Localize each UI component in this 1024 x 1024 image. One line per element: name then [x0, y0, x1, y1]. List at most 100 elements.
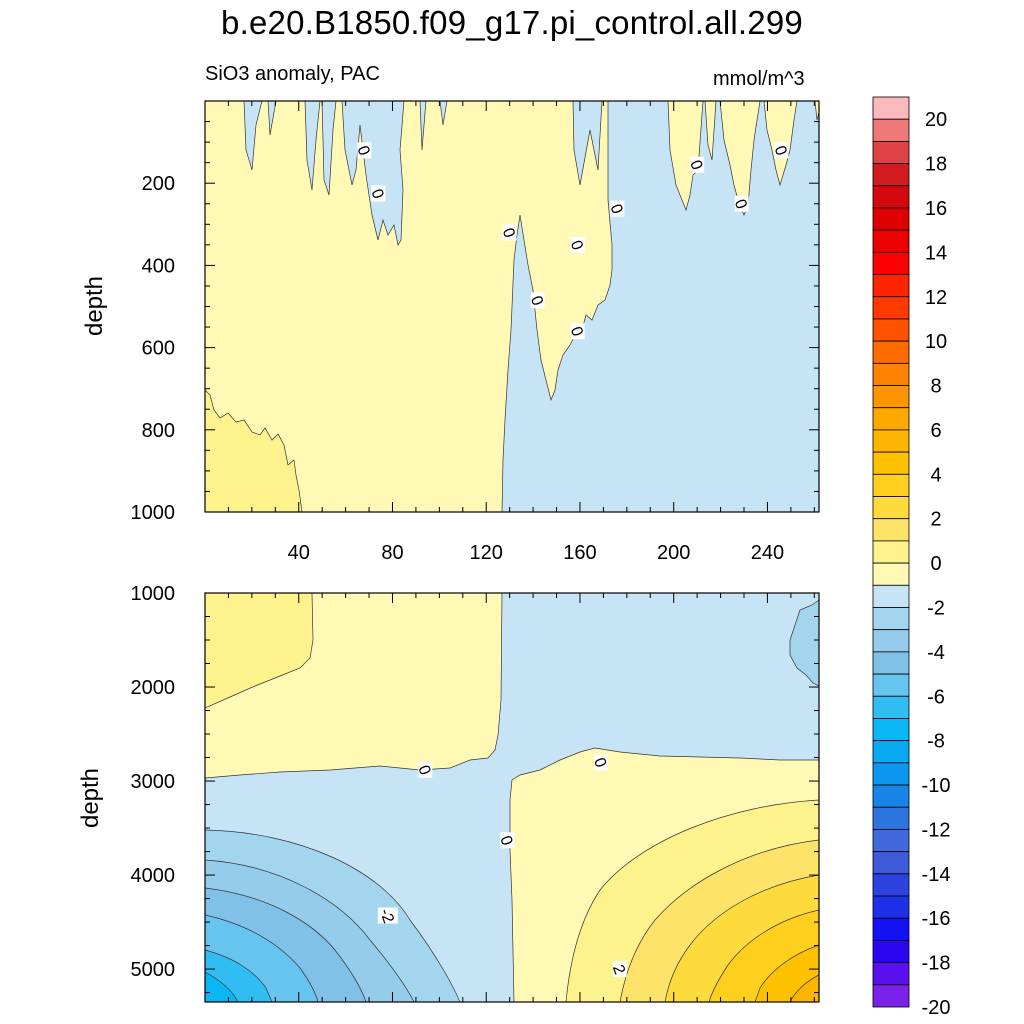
- colorbar-tick-label: 8: [930, 376, 941, 398]
- top-contour-label-bg: [371, 185, 386, 202]
- top-blue-intrusion-f: [419, 101, 427, 151]
- colorbar-swatch: [872, 962, 910, 986]
- colorbar-swatch: [872, 318, 910, 342]
- colorbar-swatch: [872, 584, 910, 608]
- colorbar-swatch: [872, 96, 910, 120]
- top-contour-label-bg: [774, 142, 789, 159]
- bottom-axis-tick-labels: 1000 2000 3000 4000 5000: [131, 583, 176, 981]
- colorbar-swatch: [872, 917, 910, 941]
- top-contour-label-bg: [502, 224, 517, 241]
- colorbar-swatch: [872, 140, 910, 164]
- top-contour-label-bg: [690, 156, 705, 173]
- bottom-ytick-label: 5000: [131, 959, 176, 981]
- colorbar-tick-label: 14: [925, 242, 947, 264]
- top-yellow-finger-b: [704, 101, 717, 161]
- bottom-ytick-label: 4000: [131, 865, 176, 887]
- colorbar-swatch: [872, 407, 910, 431]
- colorbar-tick-label: 20: [925, 109, 947, 131]
- colorbar-tick-label: -20: [922, 997, 951, 1019]
- bottom-contour-labels: 000-22: [376, 754, 628, 978]
- colorbar-swatch: [872, 540, 910, 564]
- colorbar-swatch: [872, 118, 910, 142]
- colorbar-swatch: [872, 496, 910, 520]
- colorbar-tick-label: -16: [922, 908, 951, 930]
- colorbar-tick-label: -6: [927, 686, 945, 708]
- colorbar-swatch: [872, 362, 910, 386]
- top-ylabel: depth: [81, 276, 108, 336]
- bottom-contour-label-bg: [377, 907, 398, 924]
- colorbar-swatch: [872, 695, 910, 719]
- colorbar-swatch: [872, 274, 910, 298]
- colorbar-tick-label: -14: [922, 864, 951, 886]
- colorbar-tick-label: 10: [925, 331, 947, 353]
- colorbar-swatch: [872, 385, 910, 409]
- colorbar-labels: 20181614121086420-2-4-6-8-10-12-14-16-18…: [922, 109, 951, 1019]
- top-contour-label-bg: [734, 195, 749, 212]
- colorbar-tick-label: -4: [927, 642, 945, 664]
- colorbar-swatch: [872, 673, 910, 697]
- bottom-panel: 000-22 1000 2000 3000 4000 5000 depth: [77, 583, 820, 1003]
- bottom-frame: [204, 592, 820, 1003]
- top-ytick-label: 1000: [131, 502, 176, 524]
- bottom-contour-label-bg: [612, 961, 627, 978]
- colorbar-swatch: [872, 562, 910, 586]
- top-xtick-label: 120: [470, 542, 503, 564]
- bottom-ytick-label: 3000: [131, 771, 176, 793]
- colorbar-tick-label: -12: [922, 819, 951, 841]
- colorbar-swatch: [872, 251, 910, 275]
- colorbar-tick-label: 18: [925, 154, 947, 176]
- top-blue-intrusion-d: [321, 101, 337, 196]
- colorbar-swatch: [872, 873, 910, 897]
- top-blue-intrusion-c: [304, 101, 321, 191]
- colorbar-swatch: [872, 340, 910, 364]
- top-yellow-finger-a: [667, 101, 704, 212]
- top-ytick-label: 600: [142, 338, 175, 360]
- top-blue-intrusion-a: [243, 101, 263, 171]
- variable-subtitle: SiO3 anomaly, PAC: [205, 63, 380, 85]
- bottom-ylabel: depth: [77, 768, 104, 828]
- colorbar-tick-label: -18: [922, 953, 951, 975]
- top-xtick-label: 160: [563, 542, 596, 564]
- colorbar-swatch: [872, 229, 910, 253]
- top-ytick-label: 200: [142, 173, 175, 195]
- colorbar-swatch: [872, 629, 910, 653]
- colorbar-tick-label: 6: [930, 420, 941, 442]
- colorbar-swatch: [872, 607, 910, 631]
- top-yellow-finger-c: [719, 101, 761, 216]
- top-xtick-label: 40: [288, 542, 310, 564]
- bottom-ytick-label: 2000: [131, 677, 176, 699]
- colorbar-swatch: [872, 718, 910, 742]
- colorbar-swatch: [872, 518, 910, 542]
- bottom-region-yellow-medium-ul: [205, 593, 314, 709]
- colorbar-swatch: [872, 940, 910, 964]
- colorbar-swatch: [872, 429, 910, 453]
- colorbar: [872, 96, 910, 1008]
- colorbar-swatch: [872, 740, 910, 764]
- top-xtick-label: 200: [657, 542, 690, 564]
- colorbar-tick-label: 0: [930, 553, 941, 575]
- top-blue-intrusion-b: [267, 101, 277, 136]
- top-blue-intrusion-e: [341, 101, 405, 246]
- top-xtick-label: 240: [751, 542, 784, 564]
- bottom-contour-label-bg: [418, 761, 433, 778]
- colorbar-swatch: [872, 207, 910, 231]
- colorbar-tick-label: 16: [925, 198, 947, 220]
- top-region-yellow-medium: [205, 389, 303, 512]
- figure-title: b.e20.B1850.f09_g17.pi_control.all.299: [221, 4, 803, 41]
- colorbar-swatch: [872, 473, 910, 497]
- top-axis-ticks: [205, 100, 819, 513]
- colorbar-swatch: [872, 651, 910, 675]
- colorbar-swatch: [872, 851, 910, 875]
- colorbar-tick-label: -10: [922, 775, 951, 797]
- colorbar-swatch: [872, 762, 910, 786]
- colorbar-tick-label: 12: [925, 287, 947, 309]
- bottom-contour-label-bg: [594, 754, 609, 771]
- colorbar-swatch: [872, 185, 910, 209]
- colorbar-tick-label: 2: [930, 509, 941, 531]
- colorbar-swatch: [872, 784, 910, 808]
- top-xtick-label: 80: [381, 542, 403, 564]
- top-contour-label-bg: [570, 236, 585, 253]
- bottom-contour-label-bg: [500, 832, 515, 849]
- top-contour-label-bg: [357, 142, 372, 159]
